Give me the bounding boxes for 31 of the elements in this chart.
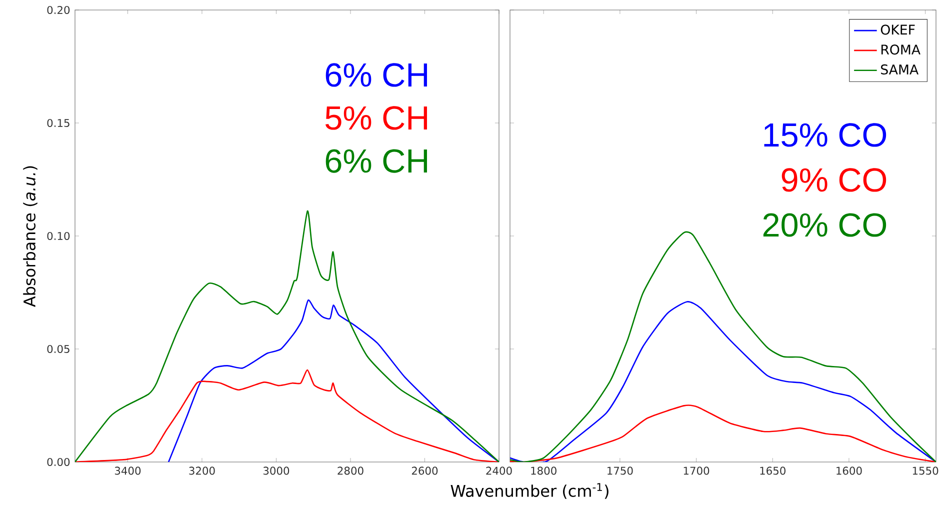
x-tick-label: 1800 xyxy=(531,466,556,475)
annotation: 6% CH xyxy=(326,63,427,87)
x-tick-label: 3200 xyxy=(189,466,215,475)
legend-label: OKEF xyxy=(880,24,915,35)
x-tick-label: 3000 xyxy=(263,466,290,475)
legend-label: SAMA xyxy=(881,64,918,75)
y-tick-label: 0.00 xyxy=(47,458,70,466)
line-series xyxy=(75,369,499,462)
y-tick-label: 0.15 xyxy=(47,118,70,128)
x-tick-label: 2600 xyxy=(412,466,438,475)
x-tick-label: 2400 xyxy=(486,466,512,475)
annotation: 9% CO xyxy=(782,168,886,192)
annotation: 6% CH xyxy=(326,149,427,173)
y-tick-label: 0.05 xyxy=(47,344,70,354)
x-tick-label: 1550 xyxy=(912,466,938,475)
line-series xyxy=(168,300,499,462)
x-tick-label: 3400 xyxy=(114,466,141,475)
legend-label: ROMA xyxy=(881,44,920,55)
x-tick-label: 2800 xyxy=(338,466,364,475)
annotation: 20% CO xyxy=(763,213,886,237)
y-axis-title: Absorbance (a.u.) xyxy=(23,166,38,307)
x-axis-title: Wavenumber (cm$^{-1}$) xyxy=(450,483,608,499)
x-tick-label: 1700 xyxy=(684,466,710,475)
x-tick-label: 1650 xyxy=(760,466,786,475)
x-tick-label: 1600 xyxy=(836,466,862,475)
x-tick-label: 1750 xyxy=(608,466,633,475)
y-tick-label: 0.10 xyxy=(47,232,70,240)
annotation: 15% CO xyxy=(764,123,886,147)
line-series xyxy=(75,210,499,462)
y-tick-label: 0.20 xyxy=(47,6,70,14)
annotation: 5% CH xyxy=(326,106,427,130)
